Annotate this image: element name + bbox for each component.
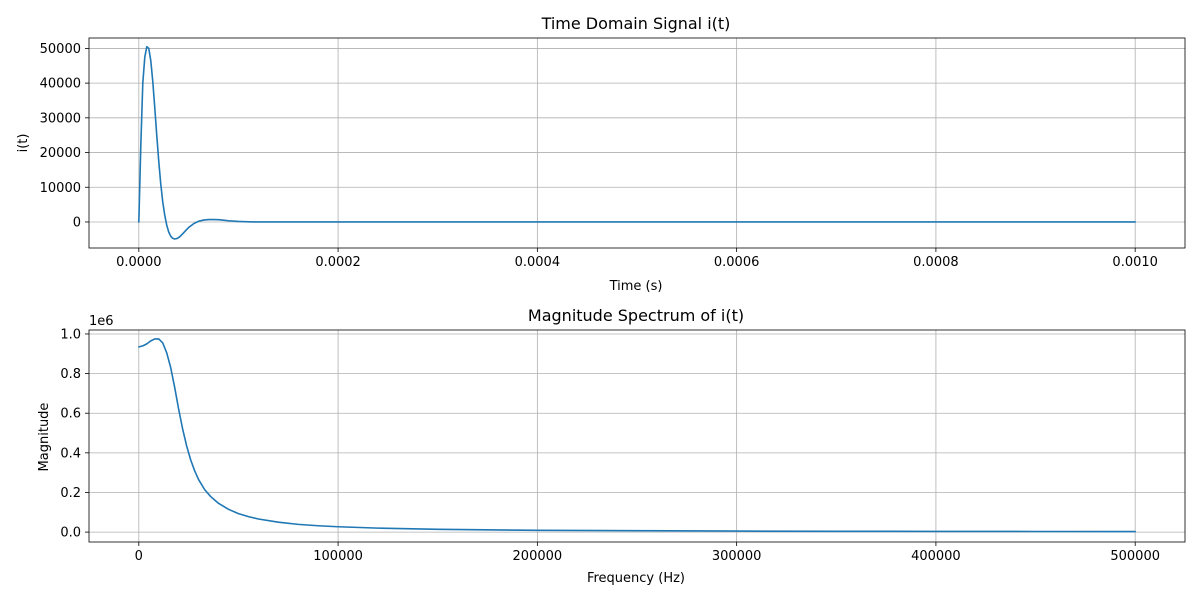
spectrum-xtick-label: 100000 [313,549,363,564]
time-domain-ytick-label: 20000 [40,146,81,161]
spectrum-axes: 0 100000 200000 300000 400000 500000 0.0 0.2 0.4… [37,306,1186,586]
spectrum-ylabel: Magnitude [37,403,52,472]
spectrum-ytick-label: 0.4 [60,446,81,461]
spectrum-series-line [138,338,1136,533]
spectrum-ytick-label: 0.8 [60,367,81,382]
time-domain-xtick-label: 0.0006 [714,255,760,270]
time-domain-ytick-label: 10000 [40,181,81,196]
time-domain-ylabel: i(t) [16,134,31,153]
spectrum-xtick-label: 200000 [513,549,563,564]
time-domain-title: Time Domain Signal i(t) [541,14,731,33]
time-domain-xtick-label: 0.0002 [315,255,361,270]
time-domain-ytick-label: 30000 [40,111,81,126]
spectrum-xtick-label: 0 [135,549,143,564]
spectrum-ytick-label: 0.6 [60,407,81,422]
time-domain-plot-frame [88,37,1186,249]
time-domain-series-line [138,45,1136,240]
time-domain-ytick-label: 40000 [40,77,81,92]
spectrum-title: Magnitude Spectrum of i(t) [528,306,744,325]
time-domain-xtick-label: 0.0004 [515,255,561,270]
spectrum-ytick-label: 0.0 [60,526,81,541]
time-domain-ytick-label: 0 [73,215,81,230]
spectrum-xtick-label: 400000 [911,549,961,564]
spectrum-offset-text: 1e6 [89,314,114,329]
time-domain-axes: 0.0000 0.0002 0.0004 0.0006 0.0008 0.0010 0 100… [16,14,1186,294]
time-domain-ytick-label: 50000 [40,42,81,57]
time-domain-xtick-label: 0.0010 [1112,255,1158,270]
spectrum-xtick-label: 500000 [1110,549,1160,564]
spectrum-xtick-label: 300000 [712,549,762,564]
time-domain-xlabel: Time (s) [609,279,663,294]
spectrum-xlabel: Frequency (Hz) [587,571,685,586]
spectrum-plot-frame [88,329,1186,543]
time-domain-xtick-label: 0.0000 [116,255,162,270]
time-domain-xtick-label: 0.0008 [913,255,959,270]
spectrum-ytick-label: 0.2 [60,486,81,501]
spectrum-ytick-label: 1.0 [60,327,81,342]
